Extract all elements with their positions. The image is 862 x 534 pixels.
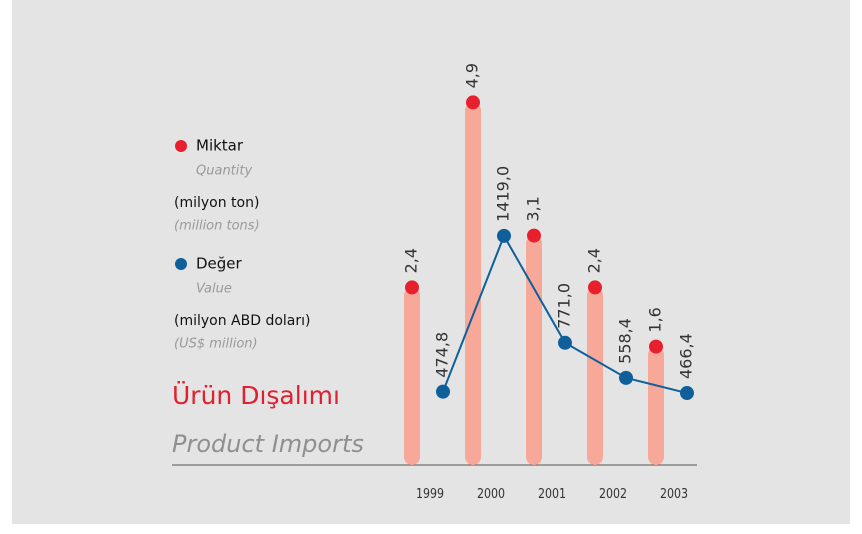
data-label: 2,4 xyxy=(402,248,421,273)
bar xyxy=(465,102,481,466)
bar-dot xyxy=(649,339,663,354)
x-tick-label: 2003 xyxy=(660,486,688,501)
line-dot xyxy=(558,335,572,350)
legend-marker xyxy=(175,140,187,152)
bar xyxy=(404,287,420,465)
x-tick-label: 2002 xyxy=(599,486,627,501)
legend-label: Değer xyxy=(196,255,243,273)
line-dot xyxy=(436,384,450,399)
chart-subtitle: Product Imports xyxy=(172,430,364,458)
legend-unit-en: (million tons) xyxy=(174,219,260,234)
legend-marker xyxy=(175,258,187,270)
data-label: 474,8 xyxy=(433,332,452,378)
panel xyxy=(12,0,850,524)
line-dot xyxy=(619,370,633,385)
line-dot xyxy=(680,386,694,401)
bar xyxy=(587,287,603,465)
legend-unit: (milyon ABD doları) xyxy=(174,313,311,329)
line-dot xyxy=(497,228,511,243)
bar xyxy=(648,346,664,465)
data-label: 3,1 xyxy=(524,196,543,221)
data-label: 4,9 xyxy=(463,63,482,88)
bar-dot xyxy=(588,280,602,295)
legend-unit: (milyon ton) xyxy=(174,195,259,211)
x-tick-label: 1999 xyxy=(416,486,444,501)
data-label: 558,4 xyxy=(616,318,635,364)
data-label: 2,4 xyxy=(585,248,604,273)
legend-label-en: Value xyxy=(196,282,232,297)
legend-label: Miktar xyxy=(196,137,244,155)
x-tick-label: 2001 xyxy=(538,486,566,501)
bar-dot xyxy=(405,280,419,295)
data-label: 1,6 xyxy=(646,307,665,332)
data-label: 466,4 xyxy=(677,333,696,379)
x-tick-label: 2000 xyxy=(477,486,505,501)
legend-label-en: Quantity xyxy=(196,164,252,179)
bar-dot xyxy=(527,228,541,243)
bar-dot xyxy=(466,95,480,110)
chart-title: Ürün Dışalımı xyxy=(172,381,340,410)
legend-unit-en: (US$ million) xyxy=(174,337,258,352)
data-label: 1419,0 xyxy=(494,166,513,222)
data-label: 771,0 xyxy=(555,283,574,329)
bar xyxy=(526,235,542,465)
